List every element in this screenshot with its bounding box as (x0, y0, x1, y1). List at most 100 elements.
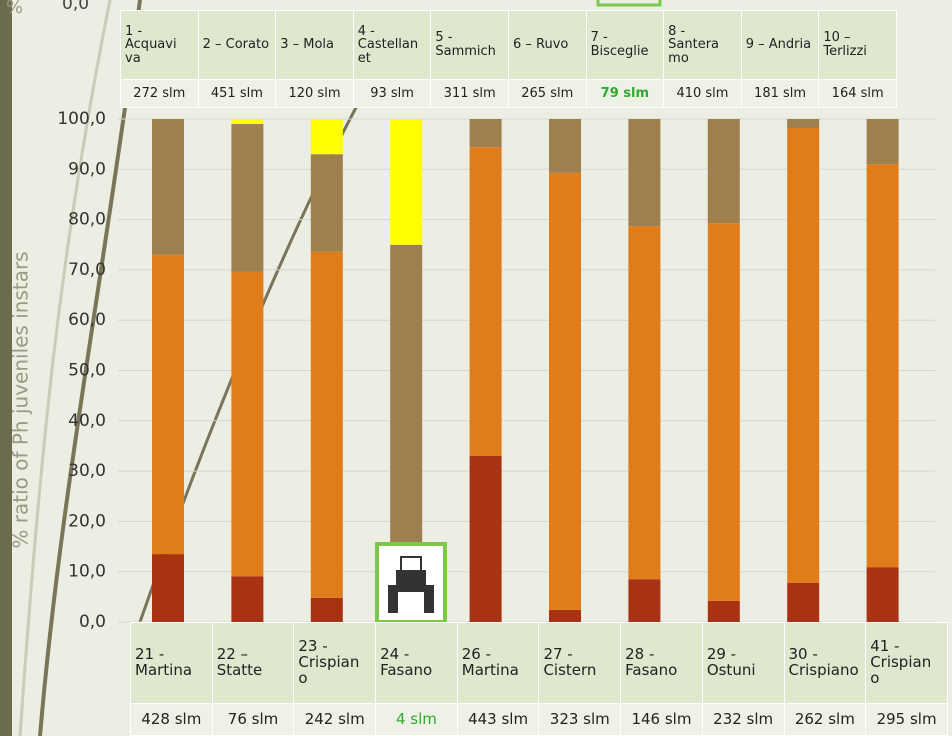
table-row: 272 slm 451 slm 120 slm 93 slm 311 slm 265 sl… (120, 78, 897, 109)
site-name: 22 – Statte (211, 622, 295, 704)
site-name: 29 - Ostuni (701, 622, 785, 704)
y-tick-label: 30,0 (68, 461, 106, 481)
bar-segment (469, 119, 502, 148)
y-axis-label: % ratio of Ph juveniles instars (9, 251, 33, 548)
site-name: 1 - Acquavi va (120, 10, 199, 80)
site-name: 7 - Bisceglie (585, 10, 665, 80)
site-name: 9 – Andria (740, 10, 820, 80)
top-table: 1 - Acquavi va 2 – Corato 3 – Mola 4 - Cast… (120, 10, 897, 109)
tractor-icon (375, 542, 447, 624)
bar-segment (707, 119, 740, 224)
bar-segment (866, 164, 899, 568)
bar-segment (152, 119, 184, 255)
bar-segment (628, 579, 661, 622)
site-name: 3 – Mola (275, 10, 354, 80)
icon-wheel (424, 585, 434, 613)
bar-segment (310, 119, 343, 155)
site-name: 21 - Martina (130, 622, 213, 704)
y-tick-label: 50,0 (68, 361, 106, 381)
table-row: 1 - Acquavi va 2 – Corato 3 – Mola 4 - Cast… (120, 10, 897, 80)
site-altitude: 76 slm (211, 702, 295, 736)
bar-segment (866, 567, 899, 622)
site-name: 24 - Fasano (375, 622, 458, 704)
decor-curve (18, 0, 112, 736)
bar-segment (787, 119, 820, 129)
bar-segment (390, 119, 423, 245)
site-name: 8 - Santera mo (663, 10, 742, 80)
bar-segment (152, 554, 184, 622)
site-altitude: 262 slm (783, 702, 867, 736)
bar-segment (231, 124, 264, 272)
site-name: 27 - Cistern (538, 622, 622, 704)
bar-segment (310, 154, 343, 252)
y-tick-label: 40,0 (68, 411, 106, 431)
bar-segment (469, 147, 502, 457)
site-altitude: 323 slm (538, 702, 622, 736)
site-altitude: 311 slm (430, 78, 509, 109)
site-altitude: 120 slm (275, 78, 354, 109)
cropped-text: 0,0 (62, 0, 89, 14)
site-name: 26 - Martina (456, 622, 540, 704)
site-altitude: 93 slm (352, 78, 432, 109)
bar-segment (310, 597, 343, 622)
site-altitude: 181 slm (740, 78, 820, 109)
site-altitude: 443 slm (456, 702, 540, 736)
site-name: 2 – Corato (197, 10, 277, 80)
bar-segment (628, 119, 661, 227)
site-name: 5 - Sammich (430, 10, 509, 80)
bar-segment (549, 609, 581, 622)
table-row: 428 slm 76 slm 242 slm 4 slm 443 slm 323 slm 1… (130, 702, 948, 736)
site-name: 10 – Terlizzi (818, 10, 897, 80)
site-altitude: 164 slm (818, 78, 897, 109)
bar-segment (707, 223, 740, 601)
site-name: 30 - Crispiano (783, 622, 867, 704)
y-tick-label: 20,0 (68, 511, 106, 531)
bar-segment (549, 172, 581, 610)
site-name: 28 - Fasano (620, 622, 703, 704)
site-name: 41 - Crispian o (865, 622, 948, 704)
icon-wheel (388, 585, 398, 613)
icon-body (396, 570, 426, 592)
y-tick-label: 10,0 (68, 562, 106, 582)
site-altitude: 232 slm (701, 702, 785, 736)
bar-segment (152, 254, 184, 555)
site-altitude: 451 slm (197, 78, 277, 109)
bar-segment (628, 226, 661, 580)
y-tick-label: 60,0 (68, 310, 106, 330)
site-name: 6 – Ruvo (507, 10, 587, 80)
y-tick-label: 70,0 (68, 260, 106, 280)
site-altitude: 242 slm (293, 702, 377, 736)
y-tick-label: 90,0 (68, 159, 106, 179)
site-altitude: 265 slm (507, 78, 587, 109)
bar-segment (231, 271, 264, 577)
y-tick-label: 100,0 (57, 109, 106, 129)
bar-segment (549, 119, 581, 173)
site-altitude: 272 slm (120, 78, 199, 109)
bar-segment (787, 128, 820, 583)
y-tick-label: 80,0 (68, 210, 106, 230)
cropped-text: % (6, 0, 23, 18)
bar-segment (231, 119, 264, 125)
left-strip (0, 0, 12, 736)
site-name: 4 - Castellan et (352, 10, 432, 80)
site-altitude: 4 slm (375, 702, 458, 736)
site-altitude: 428 slm (130, 702, 213, 736)
site-altitude: 79 slm (585, 78, 665, 109)
decor-curve (38, 0, 142, 736)
bar-segment (787, 582, 820, 622)
frame (596, 0, 662, 7)
y-tick-label: 0,0 (79, 612, 106, 632)
bar-segment (866, 119, 899, 165)
site-name: 23 - Crispian o (293, 622, 377, 704)
bar-segment (310, 251, 343, 598)
bar-segment (231, 576, 264, 622)
site-altitude: 146 slm (620, 702, 703, 736)
icon-cab (400, 556, 422, 572)
site-altitude: 295 slm (865, 702, 948, 736)
site-altitude: 410 slm (663, 78, 742, 109)
bar-segment (707, 600, 740, 622)
bar-segment (469, 456, 502, 622)
table-row: 21 - Martina 22 – Statte 23 - Crispian o 24… (130, 622, 948, 704)
